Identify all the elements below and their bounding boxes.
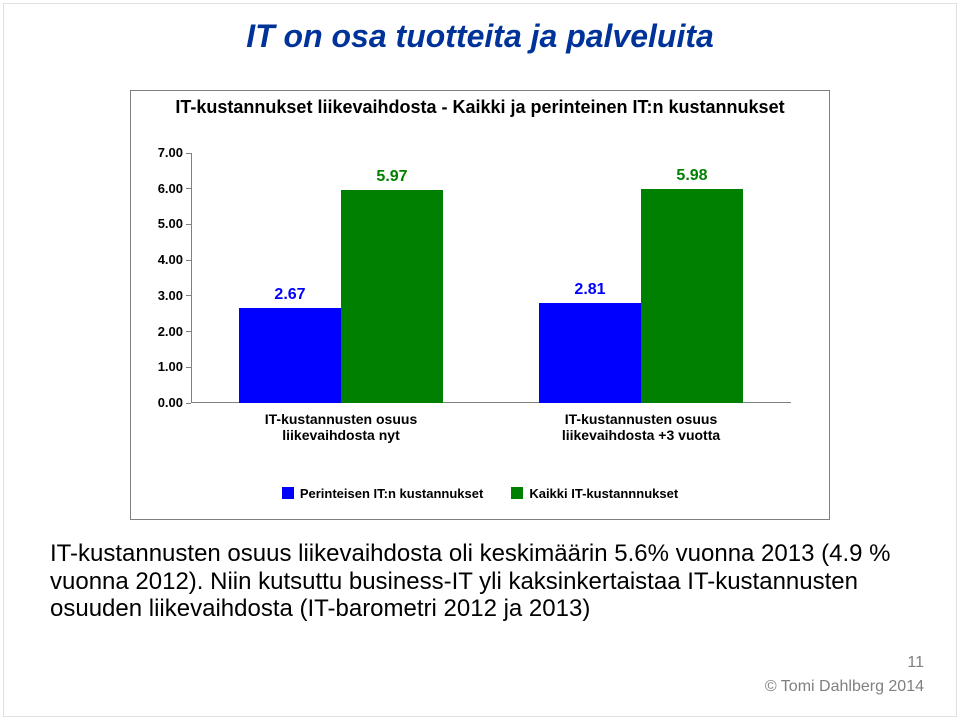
legend-item: Perinteisen IT:n kustannukset bbox=[282, 486, 484, 501]
bar-value-label: 5.97 bbox=[341, 168, 443, 186]
bar: 2.67 bbox=[239, 308, 341, 403]
bar-value-label: 2.67 bbox=[239, 286, 341, 304]
category-label: IT-kustannusten osuus liikevaihdosta +3 … bbox=[521, 411, 761, 443]
y-tick-label: 3.00 bbox=[158, 288, 183, 303]
page-number: 11 bbox=[907, 654, 924, 672]
y-tick-label: 0.00 bbox=[158, 395, 183, 410]
y-tick-label: 5.00 bbox=[158, 216, 183, 231]
copyright: © Tomi Dahlberg 2014 bbox=[765, 678, 924, 696]
legend-label: Perinteisen IT:n kustannukset bbox=[300, 486, 484, 501]
bar: 2.81 bbox=[539, 303, 641, 403]
bars-region: 2.675.97IT-kustannusten osuus liikevaihd… bbox=[191, 153, 791, 403]
y-tick-label: 2.00 bbox=[158, 324, 183, 339]
body-paragraph: IT-kustannusten osuus liikevaihdosta oli… bbox=[50, 540, 910, 623]
y-tick-label: 1.00 bbox=[158, 359, 183, 374]
chart-legend: Perinteisen IT:n kustannukset Kaikki IT-k… bbox=[131, 485, 829, 503]
bar-value-label: 5.98 bbox=[641, 167, 743, 185]
bar: 5.97 bbox=[341, 190, 443, 403]
page-title: IT on osa tuotteita ja palveluita bbox=[0, 18, 960, 55]
category-label: IT-kustannusten osuus liikevaihdosta nyt bbox=[221, 411, 461, 443]
y-tick-label: 6.00 bbox=[158, 181, 183, 196]
bar-group: 2.815.98IT-kustannusten osuus liikevaihd… bbox=[539, 153, 743, 403]
slide: { "title": { "text": "IT on osa tuotteit… bbox=[0, 0, 960, 720]
bar-group: 2.675.97IT-kustannusten osuus liikevaihd… bbox=[239, 153, 443, 403]
legend-swatch bbox=[282, 487, 294, 499]
legend-swatch bbox=[511, 487, 523, 499]
legend-item: Kaikki IT-kustannnukset bbox=[511, 486, 678, 501]
chart-plot-area: 0.001.002.003.004.005.006.007.00 2.675.9… bbox=[191, 153, 791, 403]
bar-value-label: 2.81 bbox=[539, 281, 641, 299]
y-tick-label: 4.00 bbox=[158, 252, 183, 267]
y-tick-label: 7.00 bbox=[158, 145, 183, 160]
chart-title: IT-kustannukset liikevaihdosta - Kaikki … bbox=[131, 91, 829, 118]
bar: 5.98 bbox=[641, 189, 743, 403]
chart-container: IT-kustannukset liikevaihdosta - Kaikki … bbox=[130, 90, 830, 520]
legend-label: Kaikki IT-kustannnukset bbox=[529, 486, 678, 501]
